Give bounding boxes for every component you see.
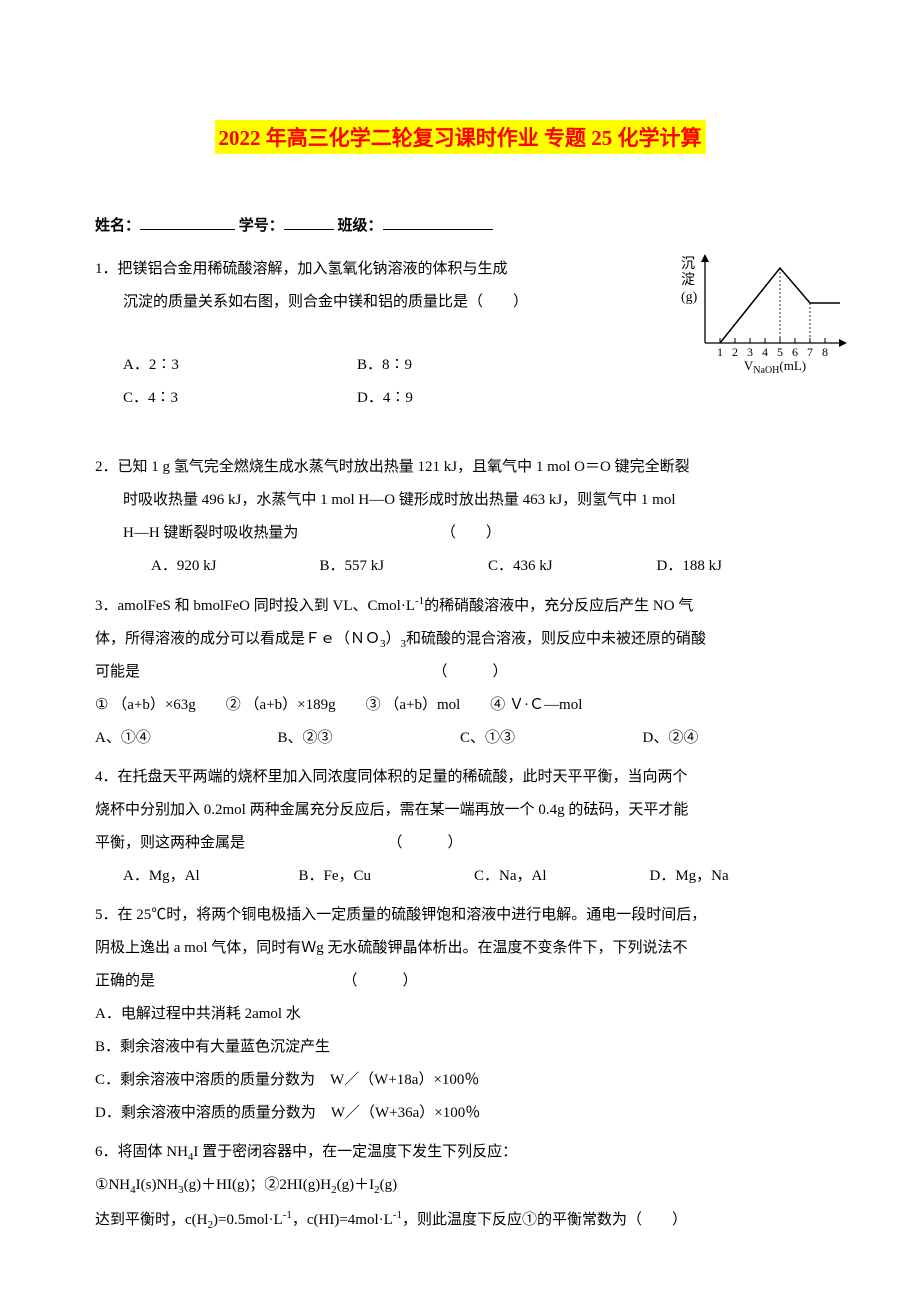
q2-line1: 2．已知 1 g 氢气完全燃烧生成水蒸气时放出热量 121 kJ，且氧气中 1 … (95, 451, 825, 484)
svg-text:1: 1 (717, 345, 723, 359)
q3-line2: 体，所得溶液的成分可以看成是Ｆｅ（ＮＯ3）3和硫酸的混合溶液，则反应中未被还原的… (95, 623, 825, 656)
svg-text:7: 7 (807, 345, 813, 359)
q6-line2: ①NH4I(s)NH3(g)＋HI(g)；②2HI(g)H2(g)＋I2(g) (95, 1169, 825, 1202)
class-label: 班级： (338, 218, 383, 234)
question-5: 5．在 25℃时，将两个铜电极插入一定质量的硫酸钾饱和溶液中进行电解。通电一段时… (95, 899, 825, 1130)
question-2: 2．已知 1 g 氢气完全燃烧生成水蒸气时放出热量 121 kJ，且氧气中 1 … (95, 451, 825, 583)
question-4: 4．在托盘天平两端的烧杯里加入同浓度同体积的足量的稀硫酸，此时天平平衡，当向两个… (95, 761, 825, 893)
q5-line1: 5．在 25℃时，将两个铜电极插入一定质量的硫酸钾饱和溶液中进行电解。通电一段时… (95, 899, 825, 932)
q4-optC: C．Na，Al (474, 860, 650, 893)
page-title: 2022 年高三化学二轮复习课时作业 专题 25 化学计算 (215, 120, 706, 154)
q6-line1: 6．将固体 NH4I 置于密闭容器中，在一定温度下发生下列反应： (95, 1136, 825, 1169)
q5-optA: A．电解过程中共消耗 2amol 水 (95, 998, 825, 1031)
q6-line3: 达到平衡时，c(H2)=0.5mol·L-1，c(HI)=4mol·L-1，则此… (95, 1203, 825, 1237)
question-1: 沉 淀 (g) 1 2 3 4 (95, 253, 825, 415)
svg-text:(g): (g) (681, 290, 698, 305)
q4-line1: 4．在托盘天平两端的烧杯里加入同浓度同体积的足量的稀硫酸，此时天平平衡，当向两个 (95, 761, 825, 794)
svg-text:4: 4 (762, 345, 768, 359)
q2-optA: A．920 kJ (151, 550, 320, 583)
q4-line3: 平衡，则这两种金属是 （ ） (95, 827, 825, 860)
q1-chart: 沉 淀 (g) 1 2 3 4 (675, 248, 855, 378)
chart-xlabel: VNaOH(mL) (744, 358, 806, 373)
name-blank (140, 229, 235, 230)
svg-text:3: 3 (747, 345, 753, 359)
q1-optA: A．2∶3 (123, 349, 357, 382)
q5-optC: C．剩余溶液中溶质的质量分数为 W／（W+18a）×100％ (95, 1064, 825, 1097)
q1-optC: C．4∶3 (123, 382, 357, 415)
q2-optC: C．436 kJ (488, 550, 657, 583)
question-3: 3．amolFeS 和 bmolFeO 同时投入到 VL、Cmol·L-1的稀硝… (95, 589, 825, 755)
svg-text:5: 5 (777, 345, 783, 359)
svg-text:6: 6 (792, 345, 798, 359)
q3-optB: B、②③ (278, 722, 461, 755)
q2-optB: B．557 kJ (320, 550, 489, 583)
chart-ylabel: 沉 (681, 256, 695, 272)
svg-text:2: 2 (732, 345, 738, 359)
q2-line2: 时吸收热量 496 kJ，水蒸气中 1 mol H—O 键形成时放出热量 463… (95, 484, 825, 517)
id-label: 学号： (239, 218, 284, 234)
q3-optC: C、①③ (460, 722, 643, 755)
q4-line2: 烧杯中分别加入 0.2mol 两种金属充分反应后，需在某一端再放一个 0.4g … (95, 794, 825, 827)
q3-line1: 3．amolFeS 和 bmolFeO 同时投入到 VL、Cmol·L-1的稀硝… (95, 589, 825, 623)
q2-optD: D．188 kJ (657, 550, 826, 583)
q3-optD: D、②④ (643, 722, 826, 755)
student-info-line: 姓名： 学号： 班级： (95, 214, 825, 235)
q1-optB: B．8∶9 (357, 349, 591, 382)
q5-line2: 阴极上逸出 a mol 气体，同时有Ｗg 无水硫酸钾晶体析出。在温度不变条件下，… (95, 932, 825, 965)
question-6: 6．将固体 NH4I 置于密闭容器中，在一定温度下发生下列反应： ①NH4I(s… (95, 1136, 825, 1237)
name-label: 姓名： (95, 218, 140, 234)
svg-text:淀: 淀 (681, 272, 695, 288)
q3-line4: ① （a+b）×63g ② （a+b）×189g ③ （a+b）mol ④ Ｖ·… (95, 689, 825, 722)
q2-line3: H—H 键断裂时吸收热量为 （ ） (95, 517, 825, 550)
q5-optD: D．剩余溶液中溶质的质量分数为 W／（W+36a）×100％ (95, 1097, 825, 1130)
q5-optB: B．剩余溶液中有大量蓝色沉淀产生 (95, 1031, 825, 1064)
svg-text:8: 8 (822, 345, 828, 359)
id-blank (284, 229, 334, 230)
q4-optB: B．Fe，Cu (299, 860, 475, 893)
q3-line3: 可能是 （ ） (95, 656, 825, 689)
q4-optD: D．Mg，Na (650, 860, 826, 893)
q4-optA: A．Mg，Al (123, 860, 299, 893)
q1-optD: D．4∶9 (357, 382, 591, 415)
class-blank (383, 229, 493, 230)
q5-line3: 正确的是 （ ） (95, 965, 825, 998)
q3-optA: A、①④ (95, 722, 278, 755)
